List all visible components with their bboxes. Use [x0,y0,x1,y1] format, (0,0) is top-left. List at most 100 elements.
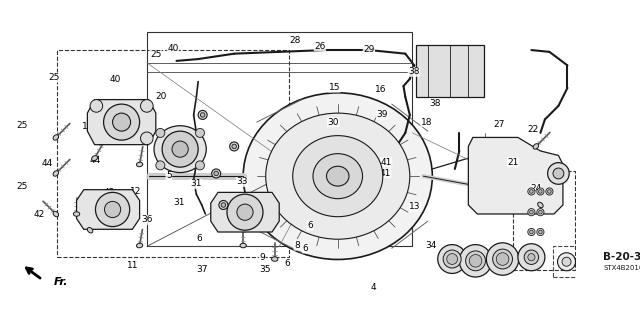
Ellipse shape [292,136,383,217]
Text: 39: 39 [376,110,388,120]
Ellipse shape [136,162,143,167]
Ellipse shape [74,212,80,216]
Text: 38: 38 [305,165,317,174]
Circle shape [212,169,221,178]
Circle shape [230,142,239,151]
Text: Fr.: Fr. [54,277,68,286]
Circle shape [104,104,140,140]
Circle shape [156,129,165,137]
Text: 15: 15 [328,83,340,92]
Circle shape [537,188,544,195]
Ellipse shape [92,156,97,161]
Ellipse shape [538,202,543,208]
Circle shape [162,131,198,167]
Text: 17: 17 [188,152,199,161]
Text: 23: 23 [329,149,340,158]
Circle shape [539,230,542,234]
Text: 6: 6 [196,234,202,243]
Ellipse shape [243,93,433,259]
Text: 18: 18 [421,118,432,127]
Circle shape [528,228,535,236]
Ellipse shape [271,257,278,261]
Ellipse shape [53,211,59,217]
Bar [553,246,589,277]
Text: 6: 6 [307,221,313,230]
Text: 40: 40 [109,75,121,84]
Text: 41: 41 [380,169,391,178]
Text: 42: 42 [33,210,45,219]
Text: 38: 38 [193,139,205,148]
Text: 24: 24 [531,184,541,193]
Circle shape [95,192,130,226]
Text: 31: 31 [159,158,170,167]
Text: 38: 38 [408,67,420,76]
Circle shape [530,230,533,234]
Text: 43: 43 [104,188,115,197]
Circle shape [528,254,535,261]
Text: 34: 34 [426,241,437,250]
Circle shape [172,141,188,157]
Circle shape [546,188,553,195]
Text: 37: 37 [196,265,207,274]
Circle shape [200,113,205,117]
Circle shape [493,249,513,269]
Bar [57,50,289,257]
Circle shape [460,245,492,277]
Text: 32: 32 [324,138,336,147]
Text: 9: 9 [259,253,265,262]
Text: 16: 16 [374,85,386,93]
Circle shape [104,201,121,218]
Circle shape [528,188,535,195]
Text: 44: 44 [42,159,53,168]
Text: STX4B2010D: STX4B2010D [603,265,640,271]
Circle shape [141,132,153,145]
Text: 19: 19 [82,122,93,131]
Text: 30: 30 [328,118,339,127]
Circle shape [438,245,467,273]
Circle shape [539,211,542,214]
Circle shape [113,113,131,131]
Circle shape [219,200,228,210]
Text: 4: 4 [370,283,376,292]
Text: 8: 8 [294,241,300,250]
Text: 35: 35 [259,265,271,274]
Bar [513,171,575,270]
Circle shape [227,194,263,230]
Circle shape [156,161,165,170]
Circle shape [232,144,236,149]
Circle shape [530,190,533,193]
Circle shape [562,257,571,266]
Text: 36: 36 [141,215,153,224]
Text: 21: 21 [508,158,518,167]
Text: 1: 1 [196,130,202,140]
Circle shape [198,110,207,119]
Polygon shape [88,100,156,145]
Circle shape [530,211,533,214]
Text: 28: 28 [289,36,301,45]
Ellipse shape [136,243,143,248]
Text: 6: 6 [284,259,290,268]
Text: 5: 5 [166,171,172,180]
Circle shape [195,161,204,170]
Text: 25: 25 [48,73,60,82]
Text: 26: 26 [314,41,326,50]
Circle shape [539,190,542,193]
Text: 22: 22 [527,125,539,134]
Circle shape [141,100,153,112]
Circle shape [553,168,564,179]
Text: 13: 13 [410,203,420,211]
Text: 41: 41 [381,158,392,167]
Polygon shape [211,192,279,232]
Circle shape [537,209,544,216]
Text: 12: 12 [130,187,141,196]
Circle shape [537,228,544,236]
Circle shape [518,244,545,271]
Circle shape [524,250,539,264]
Circle shape [557,253,575,271]
Circle shape [90,100,102,112]
Ellipse shape [266,113,410,239]
Text: 20: 20 [156,92,167,101]
Circle shape [447,254,458,264]
Ellipse shape [326,166,349,186]
Text: 25: 25 [150,50,161,59]
